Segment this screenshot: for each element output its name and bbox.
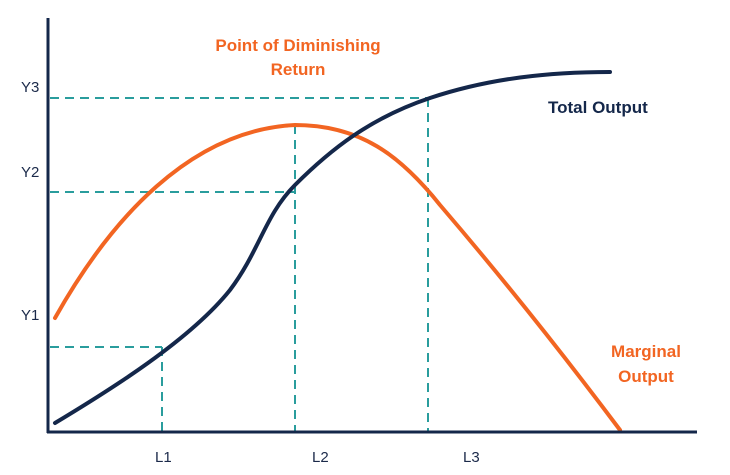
y-tick-y1: Y1 bbox=[21, 307, 39, 324]
annotation-line-2: Return bbox=[271, 60, 326, 79]
marginal-output-curve bbox=[53, 122, 622, 432]
guide-lines bbox=[50, 97, 429, 432]
annotation-line-1: Point of Diminishing bbox=[215, 36, 380, 55]
total-output-label: Total Output bbox=[548, 98, 648, 117]
marginal-output-label-line-2: Output bbox=[618, 367, 674, 386]
y-tick-y3: Y3 bbox=[21, 79, 39, 96]
y-tick-y2: Y2 bbox=[21, 164, 39, 181]
marginal-output-label-line-1: Marginal bbox=[611, 342, 681, 361]
x-tick-l3: L3 bbox=[463, 449, 480, 466]
x-tick-l1: L1 bbox=[155, 449, 172, 466]
total-output-curve bbox=[53, 70, 612, 425]
x-tick-l2: L2 bbox=[312, 449, 329, 466]
